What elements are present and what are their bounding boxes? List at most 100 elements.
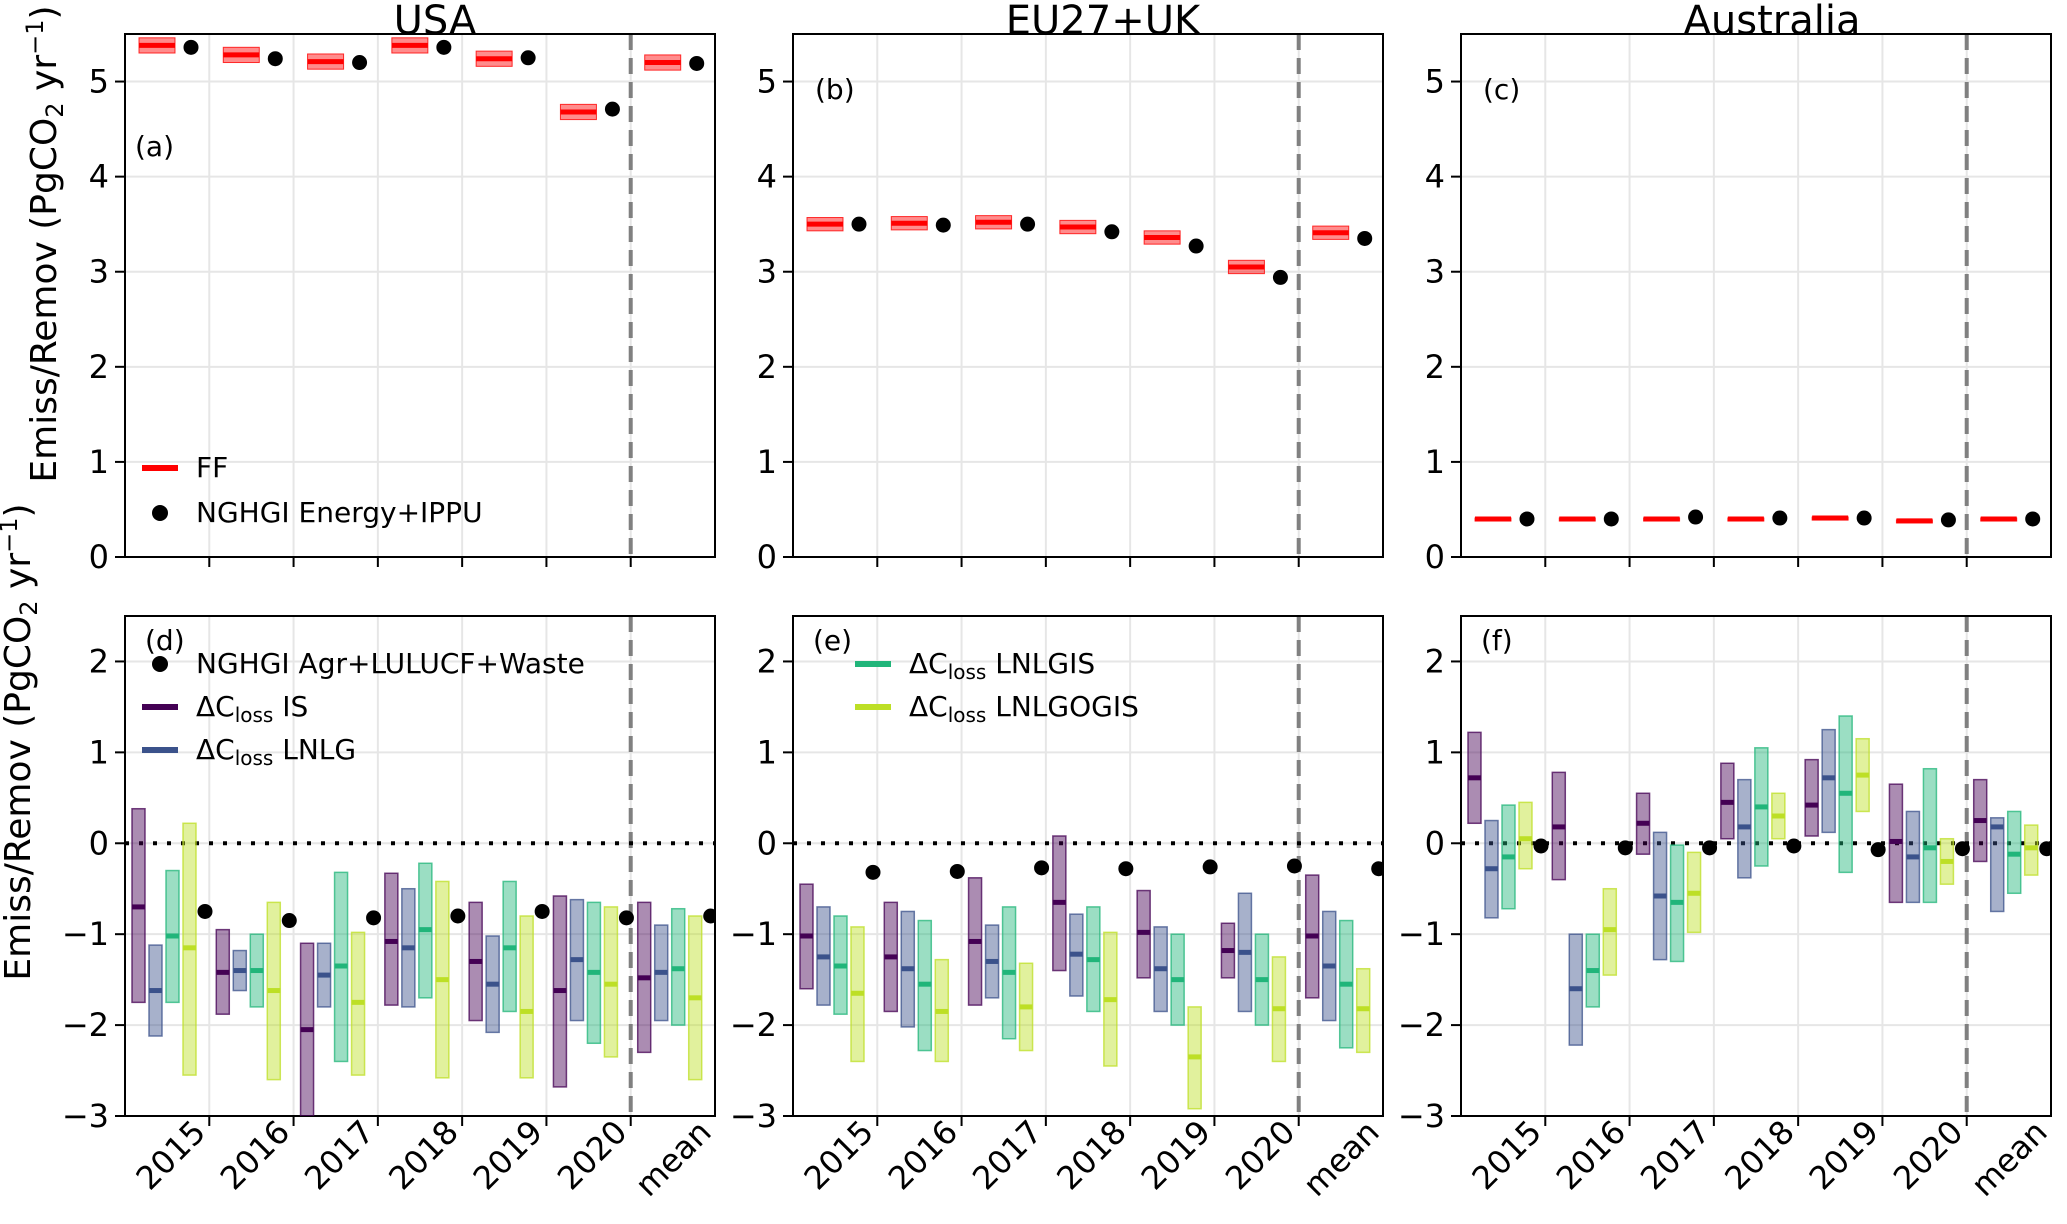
box-is <box>1804 758 1819 837</box>
x-tick-label: 2016 <box>213 1113 297 1197</box>
nghgi-point <box>1519 511 1535 527</box>
panel-letter: (d) <box>145 624 185 657</box>
y-tick-label: 3 <box>757 253 777 291</box>
nghgi-point <box>1870 842 1886 858</box>
nghgi-point <box>1940 512 1956 528</box>
y-tick-label: 2 <box>757 642 777 680</box>
y-tick-label: 4 <box>89 158 109 196</box>
legend-marker-NGHGI <box>152 656 168 672</box>
panel-title-eu27uk: EU27+UK <box>1006 0 1202 44</box>
x-tick-label: 2018 <box>1049 1113 1133 1197</box>
nghgi-point <box>949 863 965 879</box>
y-tick-label: −1 <box>1398 915 1445 953</box>
bottom-series-layer <box>799 835 1383 1110</box>
nghgi-point <box>366 910 382 926</box>
y-tick-label: 0 <box>1425 538 1445 576</box>
top-panel-axes-2: 0 1 2 3 4 5 (c) <box>1425 33 2052 576</box>
nghgi-point <box>520 50 536 66</box>
nghgi-point <box>197 903 213 919</box>
box-lnlg <box>1989 817 2005 913</box>
x-tick-label: 2020 <box>1218 1113 1302 1197</box>
y-tick-label: −3 <box>730 1097 777 1135</box>
panel-letter: (f) <box>1481 624 1513 657</box>
nghgi-point <box>1357 230 1373 246</box>
nghgi-point <box>1020 216 1036 232</box>
x-tick-label: 2016 <box>1549 1113 1633 1197</box>
nghgi-point <box>689 55 705 71</box>
y-tick-label: 0 <box>757 824 777 862</box>
y-tick-label: −1 <box>730 915 777 953</box>
y-tick-label: 1 <box>89 443 109 481</box>
nghgi-point <box>1118 861 1134 877</box>
legend-label-LNLGIS: ΔCloss LNLGIS <box>909 647 1095 684</box>
box-lnlgogis <box>1518 801 1533 870</box>
y-tick-label: 0 <box>757 538 777 576</box>
x-tick-label: 2015 <box>796 1113 880 1197</box>
legend-top: FF NGHGI Energy+IPPU <box>142 451 483 529</box>
plot-frame <box>124 33 716 558</box>
y-tick-label: 0 <box>1425 824 1445 862</box>
nghgi-point <box>2039 841 2051 857</box>
y-tick-label: 5 <box>1425 63 1445 101</box>
bottom-panel-axes-1: −3 −2 −1 0 1 2 (e) ΔCloss LNLGIS ΔCloss LNLGOGIS <box>730 615 1384 1135</box>
nghgi-point <box>2025 511 2041 527</box>
nghgi-point <box>436 39 452 55</box>
nghgi-point <box>851 216 867 232</box>
nghgi-point <box>1688 509 1704 525</box>
nghgi-point <box>865 864 881 880</box>
x-tick-label: 2018 <box>1717 1113 1801 1197</box>
nghgi-point <box>281 913 297 929</box>
y-tick-label: 0 <box>89 538 109 576</box>
nghgi-point <box>183 39 199 55</box>
x-tick-label: mean <box>1964 1113 2055 1204</box>
panel-letter: (b) <box>815 73 855 106</box>
y-tick-label: −3 <box>62 1097 109 1135</box>
panel-letter: (c) <box>1483 73 1520 106</box>
bottom-series-layer <box>131 807 715 1116</box>
plot-frame <box>124 615 716 1117</box>
legend-label-NGHGI: NGHGI Energy+IPPU <box>196 496 483 529</box>
nghgi-point <box>618 910 634 926</box>
y-tick-label: −1 <box>62 915 109 953</box>
y-axis-label-top: Emiss/Remov (PgCO2 yr−1) <box>21 5 69 482</box>
plot-frame <box>1460 615 2052 1117</box>
nghgi-point <box>450 908 466 924</box>
nghgi-point <box>1533 838 1549 854</box>
x-tick-label: 2019 <box>1802 1113 1886 1197</box>
x-tick-label: 2019 <box>1134 1113 1218 1197</box>
nghgi-point <box>1603 511 1619 527</box>
nghgi-point <box>1104 224 1120 240</box>
bottom-series-layer <box>1467 715 2051 1046</box>
x-tick-label: 2015 <box>1464 1113 1548 1197</box>
x-tick-label: 2020 <box>550 1113 634 1197</box>
nghgi-point <box>534 903 550 919</box>
x-tick-label: 2017 <box>297 1113 381 1197</box>
nghgi-point <box>267 51 283 67</box>
box-lnlgogis <box>519 915 534 1079</box>
nghgi-point <box>1202 859 1218 875</box>
plot-frame <box>792 33 1384 558</box>
nghgi-point <box>1954 841 1970 857</box>
nghgi-point <box>1286 858 1302 874</box>
y-tick-label: 5 <box>89 63 109 101</box>
bottom-panel-axes-2: −3 −2 −1 0 1 2 (f) <box>1398 615 2052 1135</box>
y-tick-label: 2 <box>89 348 109 386</box>
top-panel-axes-1: 0 1 2 3 4 5 (b) <box>757 33 1384 576</box>
y-tick-label: 4 <box>757 158 777 196</box>
nghgi-point <box>1371 861 1383 877</box>
legend-label-NGHGI: NGHGI Agr+LULUCF+Waste <box>196 647 585 680</box>
nghgi-point <box>1702 840 1718 856</box>
nghgi-point <box>604 101 620 117</box>
panel-letter: (a) <box>135 130 174 163</box>
top-panel-axes-0: 0 1 2 3 4 5 (a) FF NGHGI Energy+IPPU <box>89 33 716 576</box>
nghgi-point <box>1772 510 1788 526</box>
y-tick-label: 5 <box>757 63 777 101</box>
y-tick-label: 1 <box>757 443 777 481</box>
y-tick-label: 2 <box>1425 642 1445 680</box>
x-tick-label: 2017 <box>1633 1113 1717 1197</box>
nghgi-point <box>1188 238 1204 254</box>
x-tick-label: 2016 <box>881 1113 965 1197</box>
y-tick-label: 4 <box>1425 158 1445 196</box>
y-tick-label: 0 <box>89 824 109 862</box>
y-tick-label: 3 <box>1425 253 1445 291</box>
